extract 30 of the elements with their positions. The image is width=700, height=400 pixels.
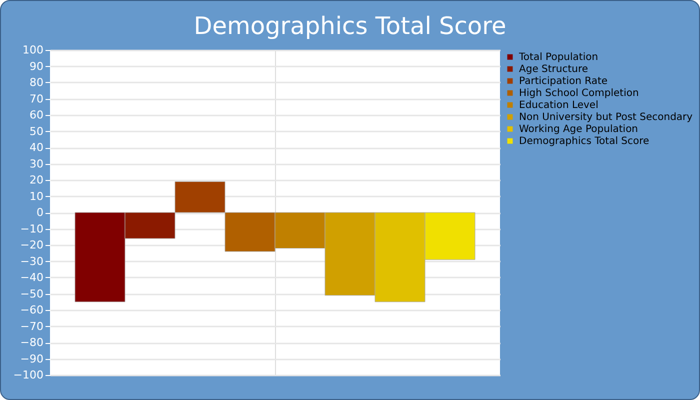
y-tick-label: −40 [20, 271, 44, 284]
y-tick-label: −20 [20, 238, 44, 252]
y-tick-label: −90 [20, 352, 44, 366]
legend-label: Age Structure [519, 64, 588, 75]
legend-label: Total Population [518, 52, 598, 63]
y-tick-label: 70 [30, 92, 44, 106]
legend-label: Participation Rate [519, 76, 608, 87]
legend-label: High School Completion [519, 88, 639, 99]
y-tick-label: 90 [30, 60, 44, 73]
y-tick-label: 60 [30, 108, 44, 122]
y-tick-label: −30 [20, 254, 44, 268]
y-tick-label: 50 [30, 124, 44, 138]
y-tick-label: 0 [36, 206, 44, 219]
y-tick-label: −80 [20, 336, 44, 349]
legend-label: Demographics Total Score [519, 136, 650, 147]
y-tick-label: 40 [30, 141, 44, 154]
y-tick-label: −10 [20, 222, 44, 236]
y-tick-label: 80 [30, 76, 44, 89]
y-tick-label: 30 [30, 157, 44, 170]
legend-label: Education Level [519, 100, 598, 111]
y-tick-label: −100 [13, 368, 44, 382]
chart-title: Demographics Total Score [192, 12, 508, 40]
y-tick-label: 10 [30, 190, 44, 203]
y-tick-label: 100 [22, 44, 44, 56]
y-tick-label: −50 [20, 287, 44, 300]
legend-label: Working Age Population [519, 124, 638, 135]
y-tick-label: −60 [20, 304, 44, 316]
y-tick-label: −70 [20, 320, 44, 333]
y-tick-label: 20 [30, 174, 44, 186]
legend-label: Non University but Post Secondary [519, 112, 693, 123]
